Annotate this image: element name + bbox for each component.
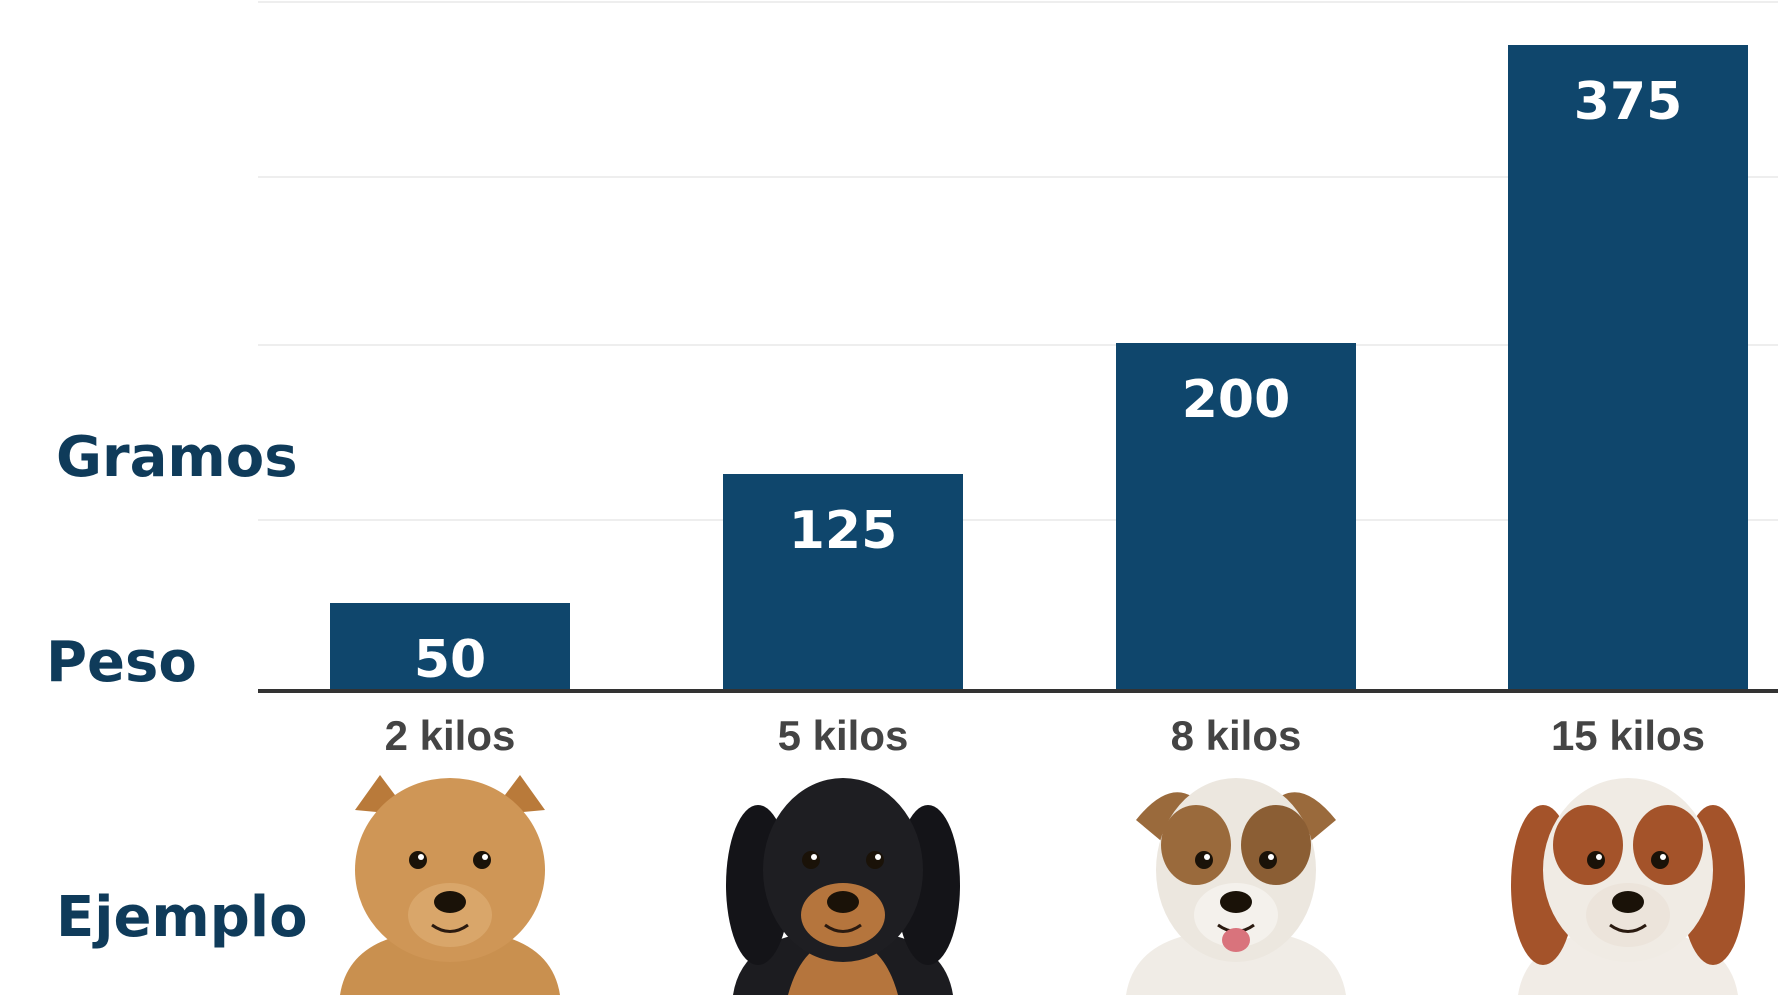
bar-value-label: 125 xyxy=(789,501,898,561)
bar-value-label: 375 xyxy=(1574,72,1683,132)
peso-row-label: Peso xyxy=(46,630,197,695)
x-tick-label: 5 kilos xyxy=(778,712,909,759)
bar xyxy=(723,474,963,691)
x-tick-label: 2 kilos xyxy=(385,712,516,759)
brittany-spaniel-dog-icon xyxy=(1511,778,1745,995)
x-tick-label: 8 kilos xyxy=(1171,712,1302,759)
x-tick-label: 15 kilos xyxy=(1551,712,1705,759)
dachshund-puppy-icon xyxy=(726,778,960,995)
bar-value-label: 50 xyxy=(414,630,486,690)
pomeranian-dog-icon xyxy=(340,775,560,995)
bar-value-label: 200 xyxy=(1182,370,1291,430)
ejemplo-row-label: Ejemplo xyxy=(56,885,308,950)
x-axis: 2 kilos 5 kilos 8 kilos 15 kilos xyxy=(258,689,1778,759)
example-dogs xyxy=(340,775,1745,995)
bar xyxy=(1116,343,1356,691)
fox-terrier-dog-icon xyxy=(1126,778,1346,995)
bar-series: 50 125 200 375 xyxy=(330,45,1748,691)
gramos-row-label: Gramos xyxy=(56,425,298,490)
bar xyxy=(1508,45,1748,691)
bar xyxy=(330,603,570,691)
